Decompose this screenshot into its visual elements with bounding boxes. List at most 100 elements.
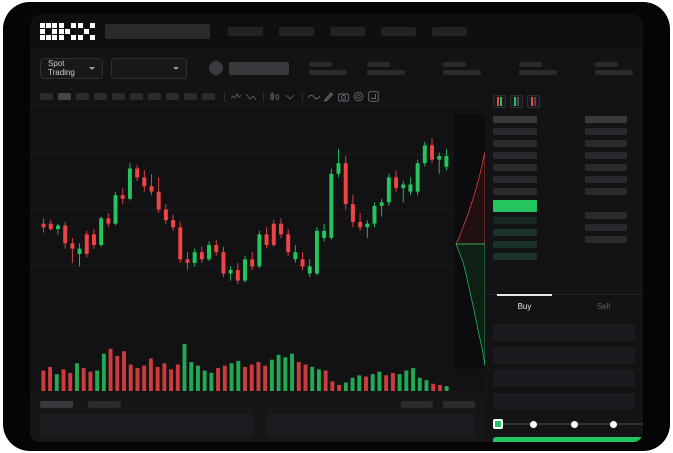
orders-card-2[interactable]	[266, 414, 475, 437]
order-form-tabs: Buy Sell	[485, 294, 643, 318]
price-chart-panel[interactable]	[30, 106, 485, 393]
orderbook-ask-row[interactable]	[493, 128, 537, 135]
tab-order-history[interactable]	[88, 401, 121, 408]
logo-glyph-o	[40, 22, 57, 40]
spot-trading-label: Spot Trading	[48, 59, 75, 77]
submit-order-button[interactable]	[493, 437, 643, 442]
app-screen: Spot Trading	[30, 14, 643, 442]
nav-item-1[interactable]	[228, 26, 263, 36]
orderbook-ask-row[interactable]	[493, 188, 537, 195]
timeframe-4[interactable]	[94, 93, 107, 100]
orders-panel	[30, 393, 485, 442]
candlestick-icon[interactable]	[268, 91, 281, 102]
nav-item-3[interactable]	[330, 26, 365, 36]
orderbook-price-column	[493, 116, 537, 265]
orders-card-1[interactable]	[40, 414, 253, 437]
icon-bars	[497, 97, 502, 106]
okx-logo[interactable]	[40, 22, 95, 40]
orderbook-bid-row[interactable]	[493, 217, 537, 224]
timeframe-8[interactable]	[166, 93, 179, 100]
tab-buy[interactable]: Buy	[485, 294, 564, 318]
tab-open-orders-label	[40, 401, 73, 408]
bar-chart-icon[interactable]	[244, 91, 257, 102]
depth-overlay	[454, 114, 485, 369]
chevron-down-icon	[173, 66, 179, 70]
orders-action-button-2[interactable]	[443, 401, 475, 408]
stat-label	[595, 61, 618, 67]
timeframe-2[interactable]	[58, 93, 71, 100]
top-navigation-bar	[30, 14, 643, 48]
stat-label	[443, 61, 466, 67]
indicator-wave-icon[interactable]	[307, 91, 320, 102]
order-type-field[interactable]	[493, 324, 635, 341]
orderbook-mode-asks-icon[interactable]	[527, 95, 540, 108]
fullscreen-icon[interactable]	[367, 91, 380, 102]
pair-name	[229, 61, 289, 75]
orderbook-ask-row[interactable]	[493, 152, 537, 159]
chevron-down-icon	[89, 66, 96, 70]
timeframe-10[interactable]	[202, 93, 215, 100]
orderbook-mode-both-icon[interactable]	[493, 95, 506, 108]
line-chart-icon[interactable]	[229, 91, 242, 102]
orderbook-mode-bids-icon[interactable]	[510, 95, 523, 108]
nav-item-4[interactable]	[381, 26, 416, 36]
orders-action-button-1[interactable]	[401, 401, 433, 408]
orderbook-bid-row[interactable]	[493, 241, 537, 248]
orderbook-size-row	[585, 164, 627, 171]
candle-series	[41, 138, 449, 285]
camera-icon[interactable]	[337, 91, 350, 102]
candlestick-chart	[30, 114, 485, 391]
timeframe-3[interactable]	[76, 93, 89, 100]
tablet-device-frame: Spot Trading	[4, 3, 669, 450]
stat-3	[443, 61, 481, 75]
orderbook-size-row	[585, 140, 627, 147]
timeframe-1[interactable]	[40, 93, 53, 100]
slider-stop-75[interactable]	[610, 420, 617, 428]
slider-stop-25[interactable]	[530, 420, 537, 428]
timeframe-9[interactable]	[184, 93, 197, 100]
orderbook-ask-row[interactable]	[493, 164, 537, 171]
total-field[interactable]	[493, 393, 635, 410]
amount-field[interactable]	[493, 370, 635, 387]
orderbook-size-row	[585, 224, 627, 231]
orderbook-ask-row[interactable]	[493, 140, 537, 147]
slider-handle[interactable]	[493, 419, 503, 429]
orderbook-bid-row[interactable]	[493, 253, 537, 260]
search-input[interactable]	[105, 23, 210, 39]
percent-slider[interactable]	[493, 419, 643, 429]
icon-bars	[514, 97, 519, 106]
chart-type-icon[interactable]	[283, 91, 296, 102]
icon-bars	[531, 97, 536, 106]
slider-stop-50[interactable]	[571, 420, 578, 428]
settings-gear-icon[interactable]	[352, 91, 365, 102]
timeframe-6[interactable]	[130, 93, 143, 100]
orderbook-rows[interactable]	[485, 116, 643, 260]
stat-value	[443, 69, 481, 75]
orderbook-ask-row[interactable]	[493, 176, 537, 183]
nav-item-2[interactable]	[279, 26, 314, 36]
stat-label	[519, 61, 542, 67]
stat-value	[519, 69, 557, 75]
orderbook-size-column	[585, 116, 627, 248]
timeframe-7[interactable]	[148, 93, 161, 100]
volume-series	[41, 344, 449, 391]
trading-pair-selector[interactable]	[111, 57, 187, 79]
spot-trading-selector[interactable]: Spot Trading	[40, 57, 104, 79]
orderbook-last-price	[493, 200, 537, 212]
orderbook-size-row	[585, 176, 627, 183]
stat-value	[595, 69, 633, 75]
nav-item-5[interactable]	[432, 26, 467, 36]
orders-content	[40, 414, 475, 437]
tab-sell[interactable]: Sell	[596, 302, 611, 311]
toolbar-divider	[263, 91, 264, 102]
price-field[interactable]	[493, 347, 635, 364]
drawing-pencil-icon[interactable]	[322, 91, 335, 102]
orderbook-size-row	[585, 128, 627, 135]
orderbook-bid-row[interactable]	[493, 229, 537, 236]
stat-label	[367, 61, 390, 67]
nav-links	[228, 26, 467, 36]
orderbook-size-row	[585, 188, 627, 195]
orderbook-size-row	[585, 236, 627, 243]
timeframe-5[interactable]	[112, 93, 125, 100]
tab-open-orders[interactable]	[40, 401, 73, 408]
